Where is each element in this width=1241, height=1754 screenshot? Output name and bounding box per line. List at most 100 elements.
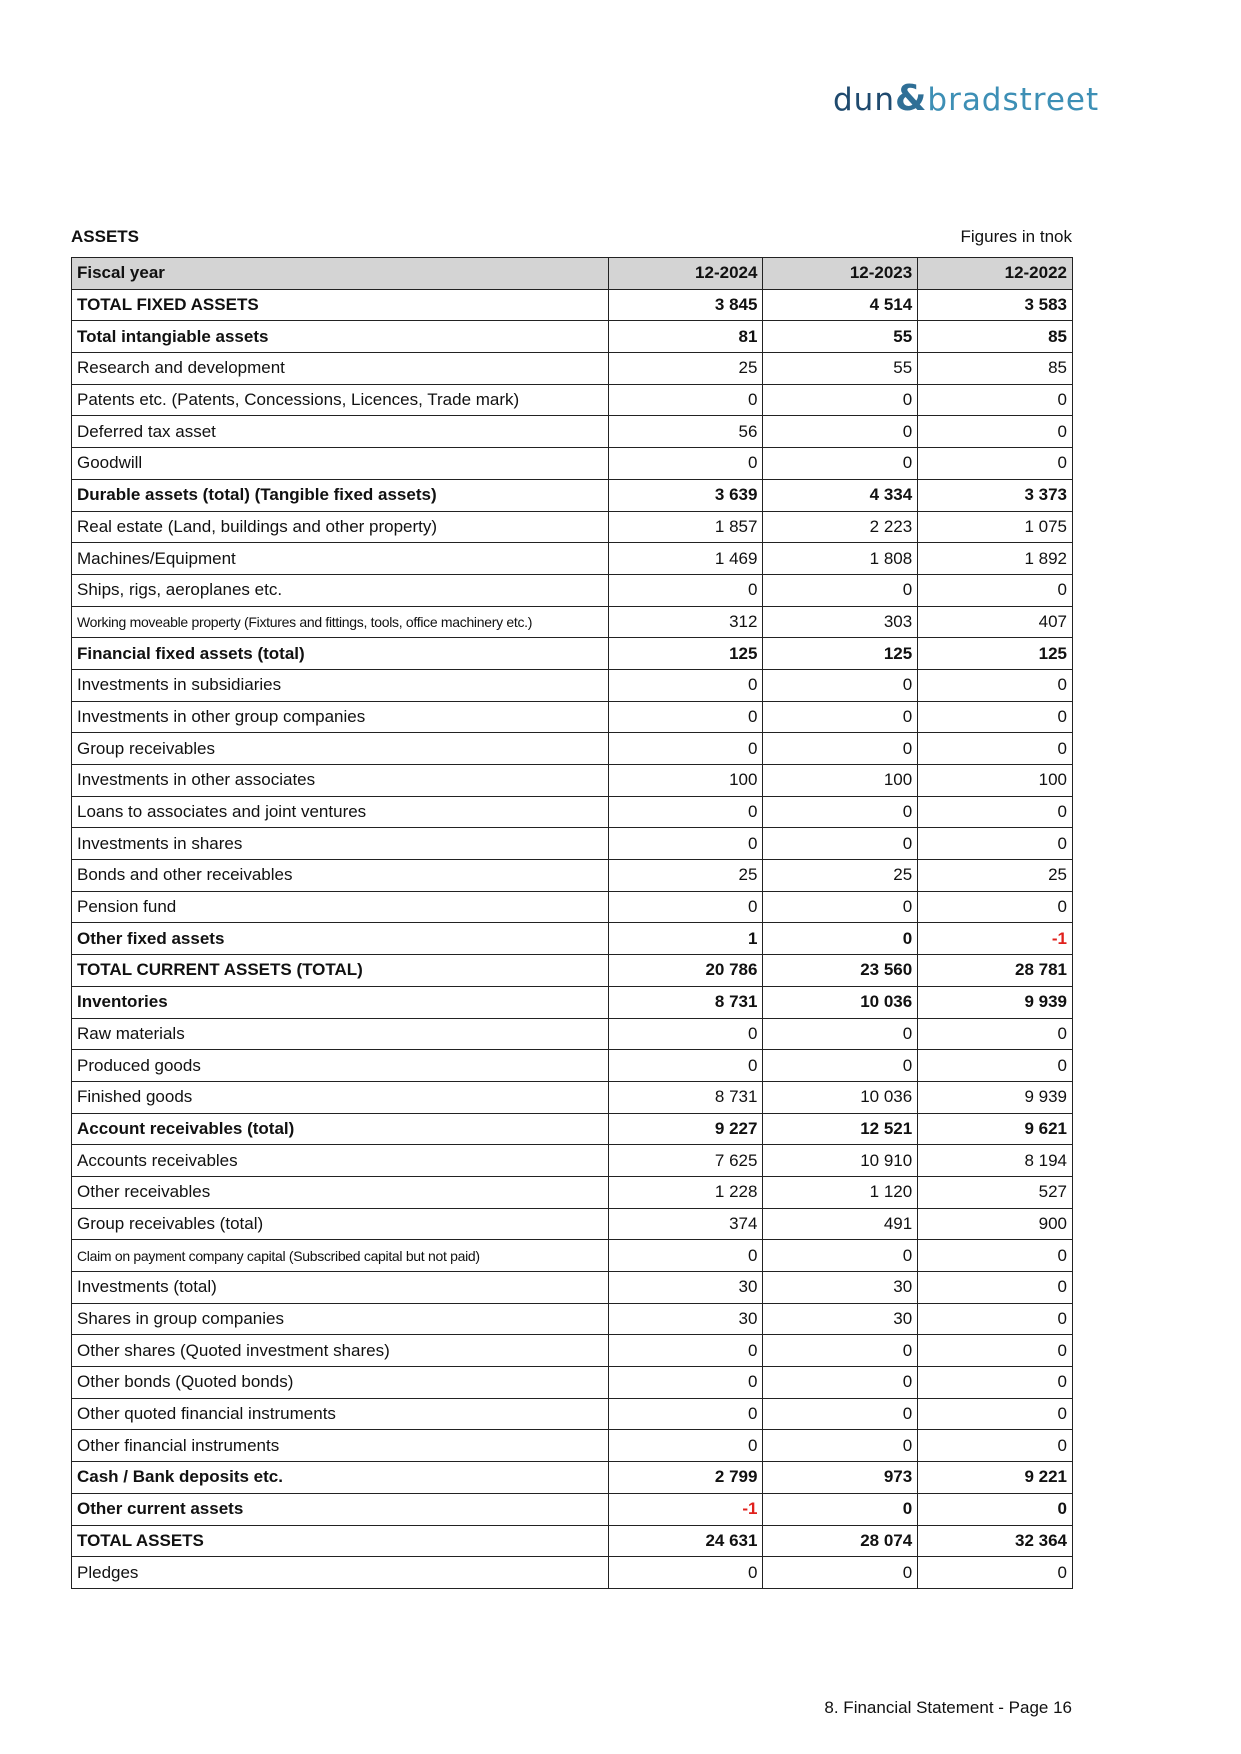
row-value: 25 [607, 352, 764, 385]
row-value: 100 [917, 764, 1073, 797]
row-value: 0 [607, 700, 764, 734]
row-label: Claim on payment company capital (Subscr… [71, 1239, 609, 1272]
row-label: Account receivables (total) [71, 1112, 609, 1146]
row-value: 0 [762, 700, 919, 734]
table-row: Shares in group companies 30 30 0 [71, 1302, 1073, 1336]
row-value: 25 [762, 859, 919, 892]
row-value: 9 939 [917, 1080, 1073, 1114]
table-row: Other fixed assets 1 0 -1 [71, 922, 1073, 956]
row-value: 10 036 [762, 1080, 919, 1114]
table-row: Other financial instruments 0 0 0 [71, 1429, 1073, 1463]
row-value: 0 [917, 573, 1073, 607]
row-label: Inventories [71, 985, 609, 1019]
logo-ampersand: & [894, 78, 928, 119]
row-value: 0 [917, 447, 1073, 480]
table-row: Research and development 25 55 85 [71, 352, 1073, 385]
table-row: Pension fund 0 0 0 [71, 890, 1073, 924]
table-row: Account receivables (total) 9 227 12 521 9 … [71, 1112, 1073, 1146]
row-value: 1 120 [762, 1175, 919, 1209]
row-value: 0 [917, 890, 1073, 924]
row-value: 900 [917, 1207, 1073, 1241]
row-value: 0 [917, 1049, 1073, 1082]
table-row: Other quoted financial instruments 0 0 0 [71, 1397, 1073, 1431]
row-value: 25 [917, 859, 1073, 892]
row-label: Other quoted financial instruments [71, 1397, 609, 1431]
row-value: 0 [762, 1239, 919, 1272]
row-value: 1 857 [607, 510, 764, 544]
row-label: TOTAL ASSETS [71, 1524, 609, 1558]
row-value: 9 621 [917, 1112, 1073, 1146]
row-value: 0 [917, 1429, 1073, 1463]
row-value: 8 731 [607, 1080, 764, 1114]
row-value: 973 [762, 1461, 919, 1494]
row-label: Ships, rigs, aeroplanes etc. [71, 573, 609, 607]
row-value: 0 [607, 1429, 764, 1463]
row-value: 0 [762, 1049, 919, 1082]
row-value: 0 [762, 447, 919, 480]
row-label: Finished goods [71, 1080, 609, 1114]
row-value: 0 [917, 1271, 1073, 1304]
row-label: Loans to associates and joint ventures [71, 795, 609, 829]
row-value: 1 808 [762, 542, 919, 575]
row-value: 0 [607, 1397, 764, 1431]
row-value: 81 [607, 320, 764, 354]
row-value: 20 786 [607, 954, 764, 987]
row-value: 56 [607, 415, 764, 449]
row-value: 85 [917, 320, 1073, 354]
row-value: 0 [607, 573, 764, 607]
row-value: 3 845 [607, 288, 764, 322]
row-value: 85 [917, 352, 1073, 385]
row-value: 8 194 [917, 1144, 1073, 1177]
row-value: 0 [762, 1366, 919, 1399]
row-value: 0 [917, 1556, 1073, 1589]
row-value: 0 [607, 1556, 764, 1589]
table-row: Patents etc. (Patents, Concessions, Lice… [71, 383, 1073, 417]
row-label: Accounts receivables [71, 1144, 609, 1177]
row-value: 1 892 [917, 542, 1073, 575]
row-label: Group receivables [71, 732, 609, 765]
table-row: Pledges 0 0 0 [71, 1556, 1073, 1589]
row-value: 1 [607, 922, 764, 956]
row-value: 1 075 [917, 510, 1073, 544]
table-row: Deferred tax asset 56 0 0 [71, 415, 1073, 449]
row-value: 55 [762, 320, 919, 354]
row-value: 407 [917, 605, 1073, 639]
row-value: 0 [607, 1049, 764, 1082]
row-label: Investments in shares [71, 827, 609, 861]
row-label: Raw materials [71, 1017, 609, 1051]
row-label: Investments (total) [71, 1271, 609, 1304]
row-value: 0 [917, 668, 1073, 702]
row-value: 0 [917, 1334, 1073, 1368]
row-value: 0 [762, 1017, 919, 1051]
table-row: Loans to associates and joint ventures 0 0… [71, 795, 1073, 829]
row-value: 3 639 [607, 478, 764, 512]
row-value: 7 625 [607, 1144, 764, 1177]
row-value: 0 [607, 827, 764, 861]
table-row: Accounts receivables 7 625 10 910 8 194 [71, 1144, 1073, 1177]
row-label: Financial fixed assets (total) [71, 637, 609, 670]
row-value: 0 [917, 1366, 1073, 1399]
table-row: Claim on payment company capital (Subscr… [71, 1239, 1073, 1272]
table-row: TOTAL FIXED ASSETS 3 845 4 514 3 583 [71, 288, 1073, 322]
row-label: Research and development [71, 352, 609, 385]
table-row: Group receivables 0 0 0 [71, 732, 1073, 765]
row-label: Other bonds (Quoted bonds) [71, 1366, 609, 1399]
row-value: 0 [607, 890, 764, 924]
row-label: Patents etc. (Patents, Concessions, Lice… [71, 383, 609, 417]
table-row: Real estate (Land, buildings and other p… [71, 510, 1073, 544]
logo-text-bradstreet: bradstreet [927, 82, 1100, 118]
row-value: 0 [607, 383, 764, 417]
row-label: Cash / Bank deposits etc. [71, 1461, 609, 1494]
units-note: Figures in tnok [960, 227, 1073, 246]
row-value: 32 364 [917, 1524, 1073, 1558]
row-label: Bonds and other receivables [71, 859, 609, 892]
row-value: 0 [607, 1366, 764, 1399]
table-row: Investments in other associates 100 100 100 [71, 764, 1073, 797]
table-row: Raw materials 0 0 0 [71, 1017, 1073, 1051]
row-value: 28 781 [917, 954, 1073, 987]
row-value: 0 [762, 732, 919, 765]
row-value: 0 [762, 668, 919, 702]
row-value: 9 939 [917, 985, 1073, 1019]
row-value: 1 228 [607, 1175, 764, 1209]
row-label: TOTAL CURRENT ASSETS (TOTAL) [71, 954, 609, 987]
